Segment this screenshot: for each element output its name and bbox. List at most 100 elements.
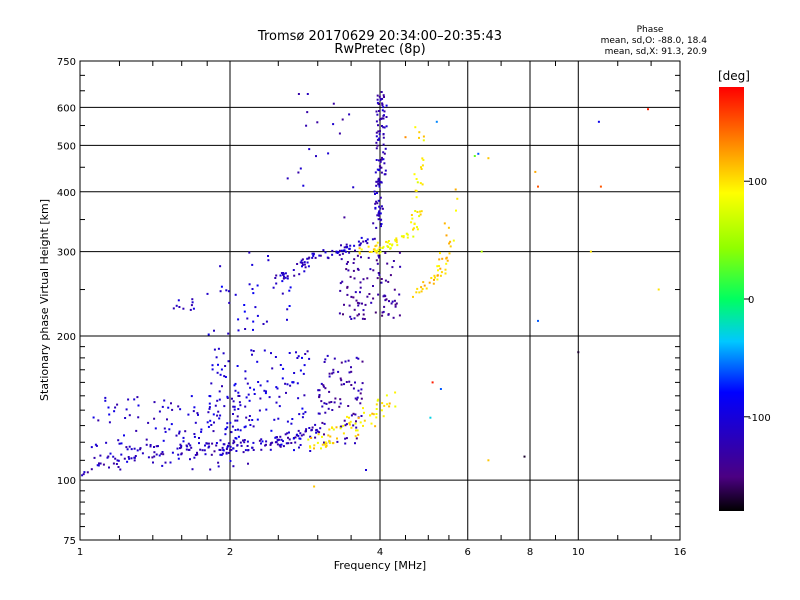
data-point — [354, 413, 357, 416]
y-tick-label: 300 — [57, 248, 76, 259]
data-point — [212, 413, 215, 416]
data-point — [293, 449, 295, 452]
data-point — [220, 285, 223, 288]
data-point — [256, 314, 259, 317]
data-point — [177, 453, 180, 456]
data-point — [279, 364, 282, 366]
data-point — [327, 407, 330, 410]
data-point — [349, 315, 352, 318]
data-point — [223, 443, 226, 446]
data-point — [353, 244, 356, 247]
data-point — [260, 442, 262, 445]
data-point — [377, 254, 380, 257]
data-point — [379, 160, 382, 163]
data-point — [374, 193, 376, 195]
data-point — [359, 286, 362, 289]
data-point — [219, 373, 222, 376]
data-point — [385, 125, 388, 128]
data-point — [352, 387, 355, 390]
data-point — [237, 435, 240, 438]
data-point — [339, 282, 342, 285]
data-point — [385, 298, 388, 301]
data-point — [375, 259, 378, 262]
data-point — [657, 288, 660, 291]
data-point — [344, 250, 347, 253]
data-point — [383, 96, 385, 98]
data-point — [374, 250, 377, 252]
data-point — [376, 262, 379, 265]
data-point — [256, 418, 259, 421]
data-point — [193, 406, 196, 409]
data-point — [83, 471, 86, 474]
data-point — [422, 139, 425, 142]
data-point — [269, 442, 272, 445]
data-point — [387, 313, 390, 316]
data-point — [324, 411, 327, 414]
data-point — [328, 439, 331, 442]
data-point — [128, 445, 131, 448]
data-point — [371, 238, 374, 241]
data-point — [208, 406, 211, 409]
data-point — [315, 155, 317, 158]
data-point — [178, 306, 181, 308]
data-point — [192, 410, 195, 413]
data-point — [384, 299, 387, 302]
data-point — [410, 214, 413, 216]
data-point — [349, 244, 352, 247]
data-point — [216, 399, 219, 402]
data-point — [163, 399, 166, 402]
data-point — [377, 177, 380, 180]
chart-subtitle: RwPretec (8p) — [334, 42, 425, 57]
data-point — [305, 124, 308, 127]
data-point — [416, 211, 419, 213]
data-point — [378, 213, 381, 216]
data-point — [380, 171, 383, 174]
data-point — [324, 441, 327, 444]
data-point — [296, 357, 299, 359]
data-point — [420, 286, 423, 289]
data-point — [378, 180, 380, 183]
data-point — [371, 412, 374, 415]
data-point — [382, 158, 385, 161]
data-point — [394, 405, 397, 408]
data-point — [368, 251, 371, 253]
data-point — [293, 274, 296, 277]
data-point — [206, 442, 209, 445]
data-point — [182, 436, 185, 439]
data-point — [297, 171, 300, 174]
data-point — [425, 287, 428, 290]
data-point — [312, 253, 315, 256]
data-point — [254, 306, 257, 309]
data-point — [286, 318, 288, 321]
data-point — [350, 414, 353, 417]
data-point — [219, 265, 222, 268]
data-point — [404, 136, 407, 139]
data-point — [188, 448, 191, 451]
data-point — [436, 278, 439, 281]
data-point — [382, 114, 385, 117]
data-point — [141, 452, 144, 455]
data-point — [413, 173, 416, 176]
data-point — [315, 431, 318, 434]
data-point — [219, 290, 222, 293]
data-point — [219, 453, 222, 456]
data-point — [444, 272, 447, 275]
data-point — [355, 398, 358, 401]
data-point — [316, 441, 319, 444]
data-point — [311, 426, 314, 429]
data-point — [237, 428, 239, 431]
data-point — [372, 285, 374, 287]
data-point — [357, 240, 360, 243]
data-point — [238, 401, 241, 404]
data-point — [120, 453, 123, 456]
phase-stats-x: mean, sd,X: 91.3, 20.9 — [605, 47, 708, 57]
data-point — [389, 274, 392, 277]
data-point — [317, 389, 320, 392]
data-point — [422, 159, 425, 161]
data-point — [194, 454, 197, 456]
data-point — [300, 434, 303, 437]
data-point — [346, 293, 349, 296]
data-point — [180, 446, 183, 449]
data-point — [158, 454, 161, 457]
data-point — [99, 462, 102, 465]
